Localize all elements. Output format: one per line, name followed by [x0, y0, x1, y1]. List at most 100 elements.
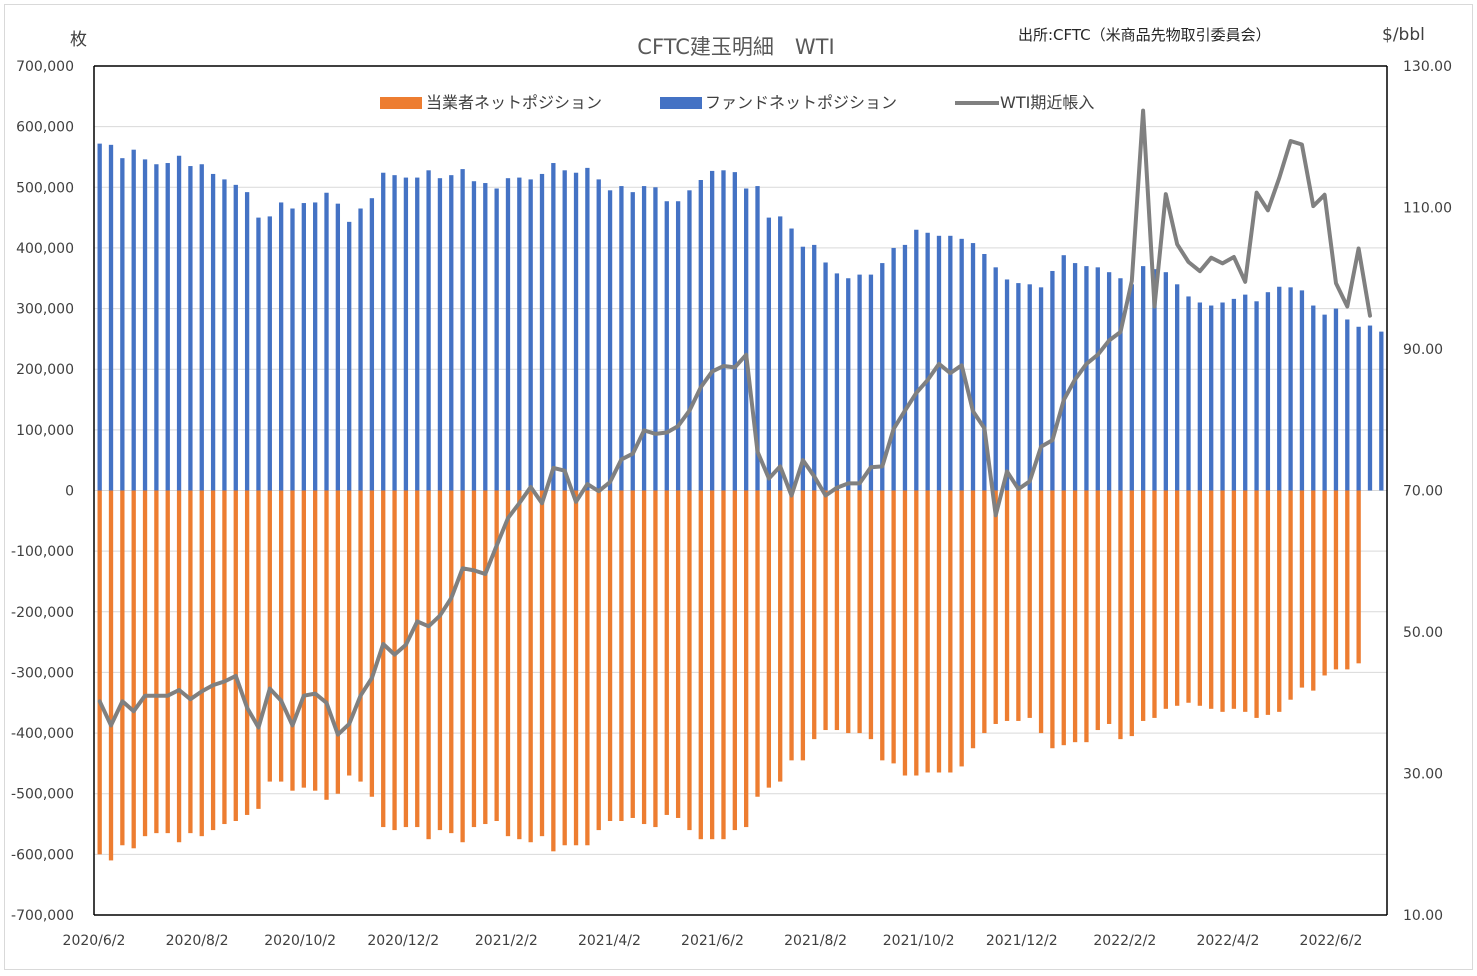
legend-swatch-fund — [660, 97, 702, 109]
fund-bar — [1311, 305, 1316, 491]
legend: 当業者ネットポジション ファンドネットポジション WTI期近帳入 — [380, 93, 1094, 112]
fund-bar — [347, 221, 352, 491]
commercial-bar — [1333, 490, 1339, 670]
fund-bar — [766, 217, 772, 491]
commercial-bar — [460, 490, 465, 843]
commercial-bar — [244, 490, 250, 815]
commercial-bar — [778, 490, 783, 782]
fund-bar — [721, 170, 726, 491]
commercial-bar — [823, 490, 828, 731]
fund-bar — [392, 175, 397, 491]
legend-label-fund: ファンドネットポジション — [705, 93, 897, 112]
fund-bar — [1322, 314, 1327, 491]
right-tick-label: 30.00 — [1403, 767, 1443, 783]
commercial-bar — [585, 490, 590, 846]
fund-bar — [233, 184, 238, 491]
commercial-bar — [1004, 490, 1010, 721]
fund-bar — [1004, 279, 1010, 491]
chart-title: CFTC建玉明細 WTI — [637, 35, 834, 59]
fund-bar — [1231, 298, 1237, 491]
left-tick-label: -600,000 — [11, 847, 74, 863]
commercial-bar — [857, 490, 862, 734]
fund-bar — [165, 163, 170, 491]
commercial-bar — [755, 490, 760, 797]
fund-bar — [834, 273, 840, 491]
commercial-bar — [1061, 490, 1066, 746]
commercial-bar — [267, 490, 272, 782]
commercial-bar — [1288, 490, 1293, 700]
commercial-bar — [959, 490, 964, 767]
commercial-bar — [154, 490, 159, 834]
commercial-bar — [1220, 490, 1225, 712]
x-tick-label: 2021/12/2 — [986, 933, 1058, 949]
commercial-bar — [1129, 490, 1134, 737]
fund-bar — [1061, 255, 1066, 491]
x-tick-label: 2021/10/2 — [883, 933, 955, 949]
fund-bar — [925, 232, 930, 491]
commercial-bar — [1322, 490, 1327, 676]
fund-bar — [517, 177, 522, 491]
fund-bar — [857, 274, 862, 491]
commercial-bar — [1118, 490, 1123, 740]
commercial-bar — [1016, 490, 1021, 721]
fund-bar — [744, 188, 749, 491]
legend-swatch-commercial — [380, 97, 422, 109]
commercial-bar — [165, 490, 170, 834]
left-tick-label: 600,000 — [16, 120, 74, 136]
fund-bar — [573, 172, 579, 491]
fund-bar — [1379, 331, 1384, 491]
right-tick-label: 50.00 — [1403, 625, 1443, 641]
fund-bar — [664, 201, 669, 491]
commercial-bar — [222, 490, 227, 825]
fund-bar — [97, 143, 102, 491]
commercial-bar — [97, 490, 102, 855]
commercial-bar — [392, 490, 397, 831]
fund-bar — [585, 167, 590, 491]
left-tick-label: -400,000 — [11, 726, 74, 742]
commercial-bar — [188, 490, 193, 834]
left-tick-label: -500,000 — [11, 787, 74, 803]
commercial-bar — [494, 490, 499, 822]
fund-bar — [948, 235, 953, 491]
fund-bar — [778, 216, 783, 491]
commercial-bar — [1084, 490, 1089, 743]
left-tick-label: 300,000 — [16, 302, 74, 318]
fund-bar — [1333, 308, 1339, 491]
fund-bar — [687, 190, 692, 491]
commercial-bar — [619, 490, 624, 822]
commercial-bar — [948, 490, 953, 773]
fund-bar — [176, 155, 182, 491]
fund-bar — [1254, 301, 1259, 491]
fund-bar — [675, 201, 681, 491]
commercial-bar — [834, 490, 840, 731]
commercial-bar — [687, 490, 692, 831]
commercial-bar — [278, 490, 284, 782]
right-tick-label: 70.00 — [1403, 484, 1443, 500]
commercial-bar — [607, 490, 613, 822]
fund-bar — [1356, 326, 1361, 491]
left-tick-labels: 700,000 600,000 500,000 400,000 300,000 200,0… — [11, 59, 74, 924]
commercial-bar — [335, 490, 341, 794]
commercial-bar — [664, 490, 669, 815]
fund-bar — [970, 243, 976, 491]
fund-bar — [437, 178, 443, 491]
fund-bar — [1050, 270, 1055, 491]
fund-bar — [449, 175, 454, 491]
fund-bar — [1277, 286, 1282, 491]
commercial-bar — [1356, 490, 1361, 664]
left-tick-label: -300,000 — [11, 665, 74, 681]
left-tick-label: -100,000 — [11, 544, 74, 560]
commercial-bar — [358, 490, 363, 782]
commercial-bar — [982, 490, 987, 734]
fund-bar — [369, 198, 375, 491]
commercial-bar — [381, 490, 386, 828]
commercial-bar — [1243, 490, 1248, 712]
commercial-bar — [108, 490, 114, 861]
fund-bar — [142, 159, 148, 491]
fund-bar — [426, 170, 431, 491]
commercial-bar — [233, 490, 238, 822]
fund-bar — [1345, 319, 1350, 491]
commercial-bar — [449, 490, 454, 834]
fund-bar — [914, 229, 919, 491]
fund-bar — [335, 203, 341, 491]
